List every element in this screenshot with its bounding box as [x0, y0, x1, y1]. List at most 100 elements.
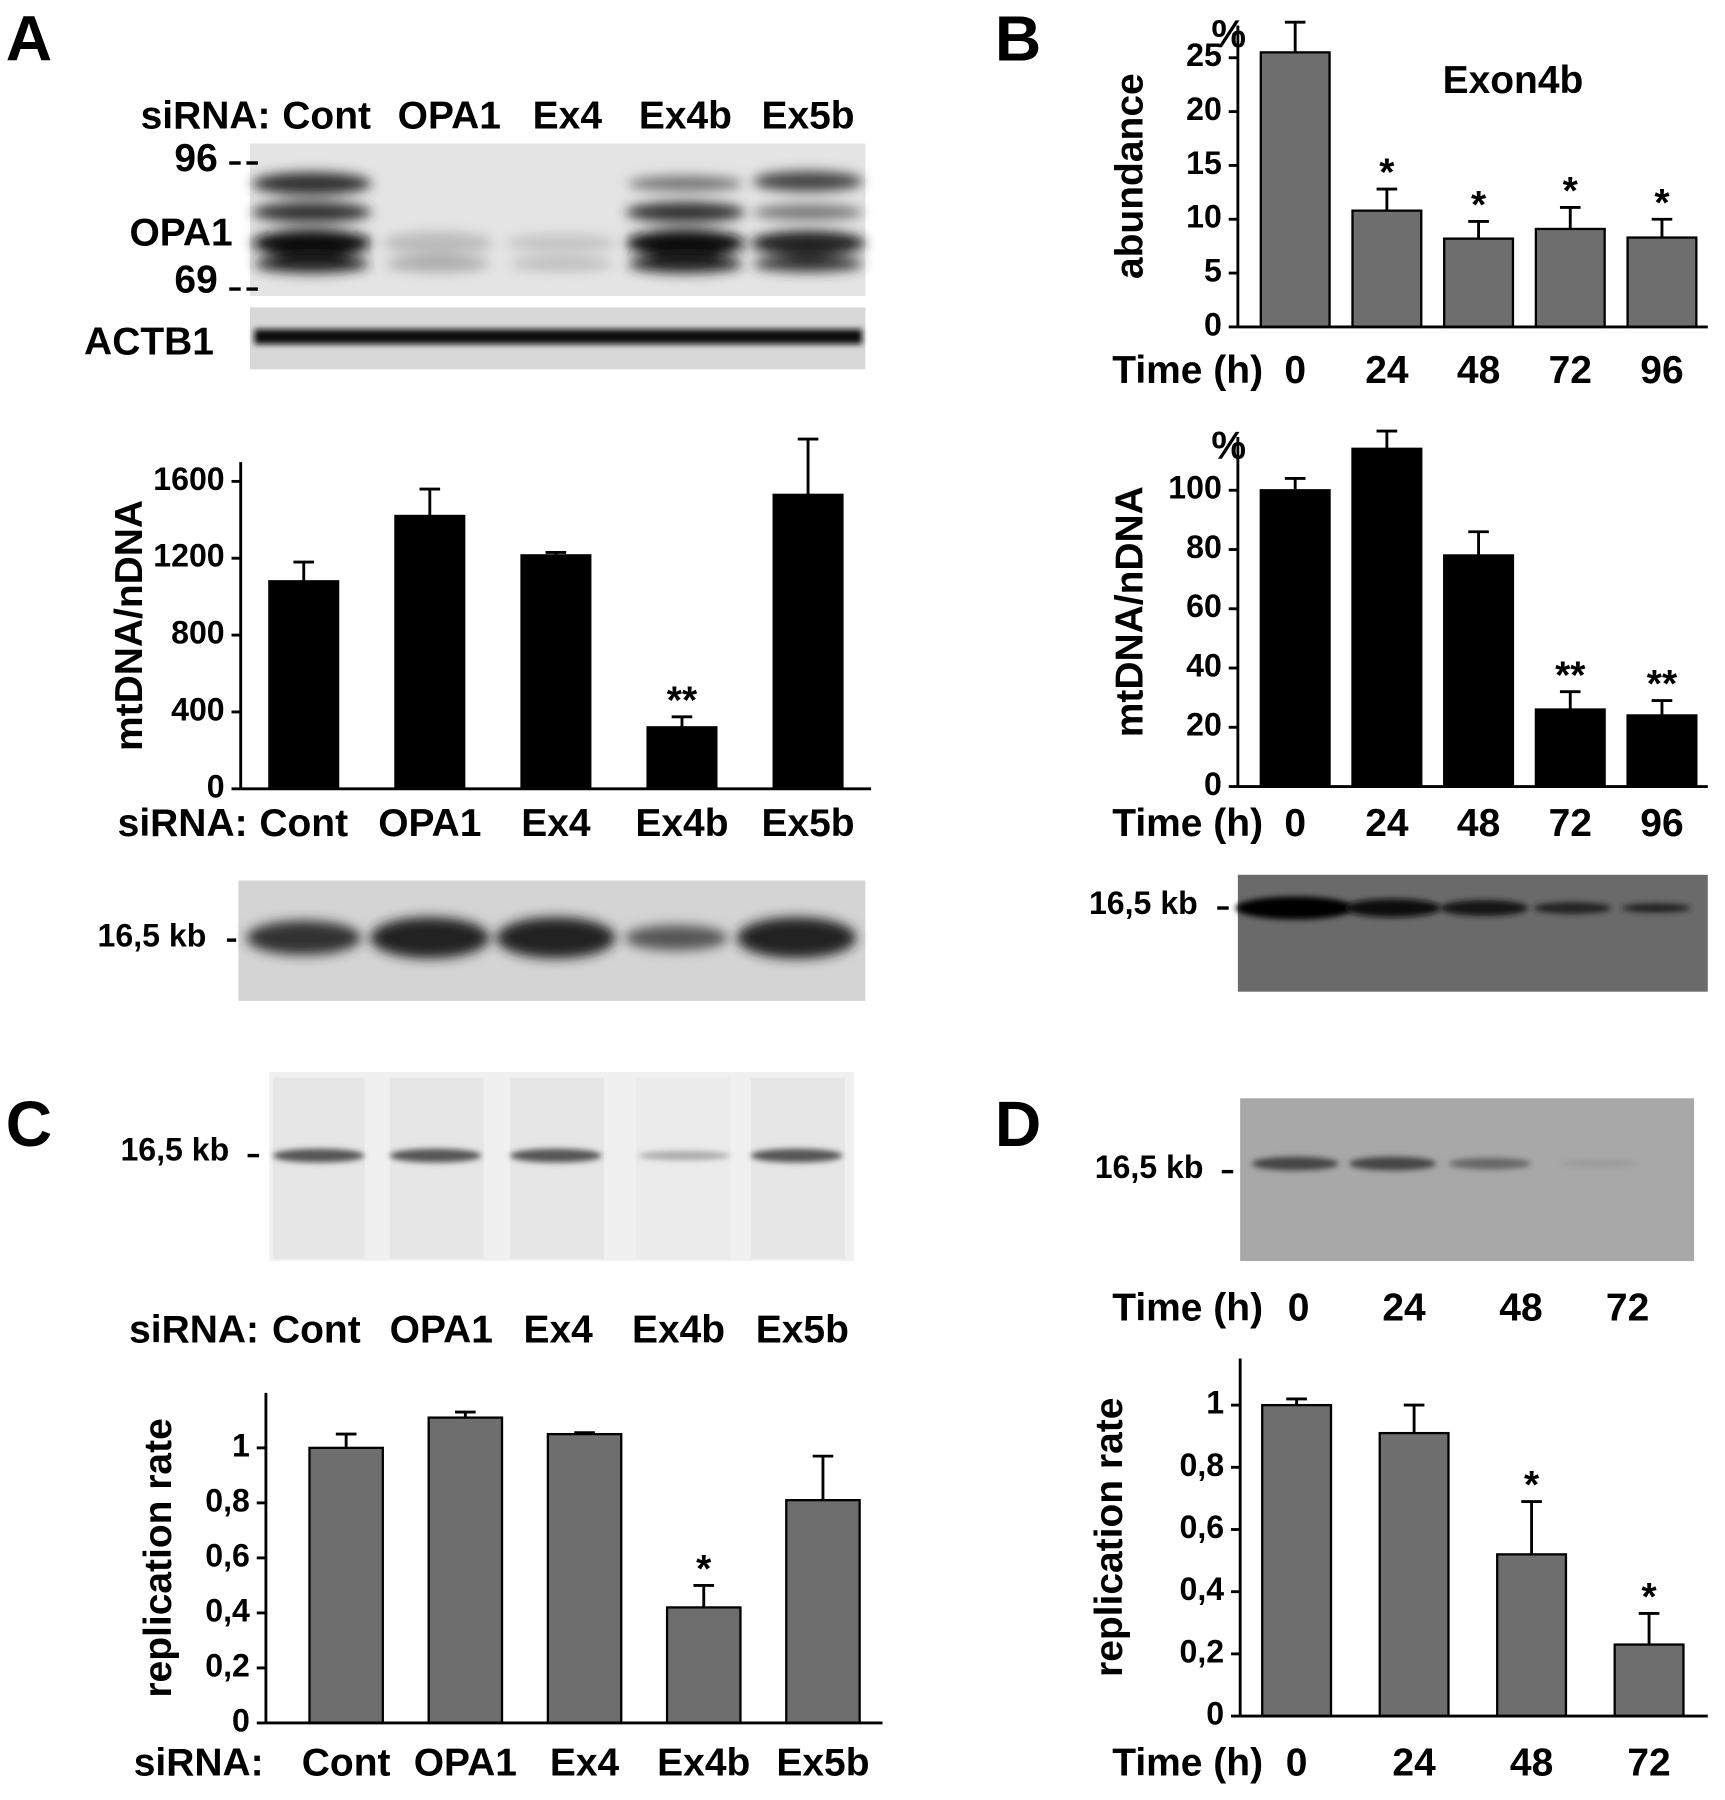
lane-title: Time (h) — [1112, 1287, 1263, 1330]
y-tick-label: 5 — [1204, 253, 1222, 289]
significance-mark: * — [696, 1548, 712, 1591]
x-tick-label: Ex4b — [635, 802, 728, 845]
bar — [1496, 1553, 1568, 1718]
y-unit: % — [1211, 425, 1246, 468]
x-tick-label: 24 — [1392, 1742, 1436, 1785]
lane-title: siRNA: — [141, 95, 271, 138]
y-axis-label: mtDNA/nDNA — [108, 500, 151, 751]
bar — [1443, 237, 1515, 329]
replication-blot: 16,5 kb siRNA: Cont OPA1 Ex4 Ex4b Ex5b — [120, 1071, 854, 1351]
y-tick-label: 100 — [1168, 470, 1222, 506]
y-tick-label: 0 — [1206, 1696, 1224, 1732]
significance-mark: * — [1379, 152, 1395, 195]
lane-title: siRNA: — [129, 1308, 259, 1351]
error-bar — [1468, 219, 1489, 239]
lane-label: Cont — [272, 1308, 361, 1351]
x-tick-label: 72 — [1627, 1742, 1670, 1785]
x-tick-label: 96 — [1640, 349, 1683, 392]
lane-label: Ex4 — [524, 1308, 594, 1351]
bar — [1259, 489, 1331, 788]
bar — [1351, 209, 1423, 329]
panel-label: A — [6, 3, 52, 75]
bar — [1351, 447, 1423, 788]
x-axis-label: siRNA: — [118, 802, 248, 845]
bar — [1378, 1431, 1450, 1718]
x-tick-label: 72 — [1549, 349, 1592, 392]
x-tick-label: 0 — [1284, 349, 1306, 392]
x-tick-label: Cont — [259, 802, 348, 845]
panel-label: C — [6, 1088, 52, 1160]
y-tick-label: 1 — [232, 1427, 250, 1463]
y-axis-label: mtDNA/nDNA — [1109, 486, 1152, 737]
bar — [665, 1606, 742, 1725]
southern-blot: 16,5 kb — [98, 880, 866, 1001]
bar — [1626, 714, 1698, 788]
x-tick-label: 0 — [1286, 1742, 1308, 1785]
significance-mark: ** — [667, 679, 698, 722]
y-tick-label: 20 — [1186, 91, 1222, 127]
significance-mark: ** — [1647, 663, 1678, 706]
protein-label: OPA1 — [129, 212, 232, 255]
x-axis-label: Time (h) — [1112, 349, 1263, 392]
error-bar — [797, 437, 819, 495]
significance-mark: * — [1471, 184, 1487, 227]
x-axis-label: siRNA: — [134, 1742, 264, 1785]
x-tick-label: Ex4 — [550, 1742, 620, 1785]
x-tick-label: Ex5b — [776, 1742, 869, 1785]
blot-membrane — [1240, 1098, 1695, 1262]
x-tick-label: OPA1 — [414, 1742, 517, 1785]
x-axis-label: Time (h) — [1112, 1742, 1263, 1785]
x-tick-label: 0 — [1284, 802, 1306, 845]
y-tick-label: 0,4 — [205, 1592, 250, 1628]
error-bar — [1376, 187, 1398, 211]
y-tick-label: 1 — [1206, 1385, 1224, 1421]
y-tick-label: 0,6 — [1180, 1509, 1225, 1545]
x-tick-label: Ex4b — [657, 1742, 750, 1785]
x-tick-label: 24 — [1365, 802, 1409, 845]
error-bar — [574, 1431, 595, 1435]
band-label: 16,5 kb — [1095, 1149, 1204, 1185]
marker-label: 69 — [174, 259, 217, 302]
bar — [772, 493, 844, 790]
y-tick-label: 0,8 — [205, 1482, 250, 1518]
band-label: 16,5 kb — [1089, 885, 1198, 921]
western-blot: siRNA: Cont OPA1 Ex4 Ex4b Ex5b 96 OPA1 6… — [84, 95, 866, 370]
chart-title: Exon4b — [1443, 59, 1584, 102]
y-tick-label: 15 — [1186, 145, 1222, 181]
southern-blot: 16,5 kb — [1089, 874, 1708, 992]
bar — [308, 1446, 384, 1725]
error-bar — [1559, 205, 1581, 229]
protein-label: ACTB1 — [84, 320, 214, 363]
bar — [1443, 554, 1515, 788]
error-bar — [1559, 690, 1581, 710]
y-tick-label: 800 — [171, 615, 225, 651]
y-tick-label: 0,6 — [205, 1537, 250, 1573]
y-tick-label: 1600 — [153, 461, 224, 497]
error-bar — [1403, 1403, 1425, 1434]
error-bar — [1651, 217, 1673, 238]
lane-label: 48 — [1499, 1287, 1542, 1330]
bar — [394, 514, 466, 790]
y-tick-label: 0,4 — [1180, 1571, 1225, 1607]
panel-label: D — [995, 1088, 1041, 1160]
lane-label: OPA1 — [390, 1308, 493, 1351]
lane-label: 24 — [1382, 1287, 1426, 1330]
x-tick-label: OPA1 — [378, 802, 481, 845]
y-tick-label: 20 — [1186, 707, 1222, 743]
blot-bands — [252, 171, 866, 274]
error-bar — [1284, 476, 1306, 491]
bar — [785, 1498, 861, 1725]
bar — [546, 1432, 623, 1725]
error-bar — [1286, 1397, 1307, 1406]
bar — [1534, 227, 1606, 329]
significance-mark: * — [1654, 182, 1670, 225]
error-bar — [455, 1410, 476, 1418]
bar — [1534, 708, 1606, 788]
bar — [1259, 51, 1331, 329]
lane-label: Ex4b — [632, 1308, 725, 1351]
y-tick-label: 10 — [1186, 199, 1222, 235]
error-bar — [1468, 530, 1489, 556]
bar — [427, 1416, 504, 1725]
y-tick-label: 0 — [232, 1702, 250, 1738]
